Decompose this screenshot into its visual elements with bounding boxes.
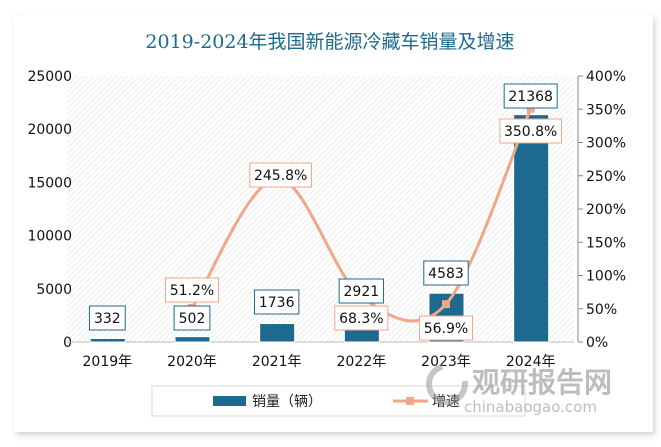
bar bbox=[513, 114, 550, 343]
x-axis-tick-label: 2019年 bbox=[83, 354, 133, 370]
bar-data-label-box bbox=[88, 305, 126, 331]
growth-data-label: 245.8% bbox=[254, 168, 307, 184]
bar bbox=[259, 323, 296, 343]
growth-data-label: 51.2% bbox=[170, 283, 214, 299]
watermark-url: chinabaogao.com bbox=[464, 398, 597, 416]
left-axis-tick-label: 25000 bbox=[27, 69, 72, 85]
growth-data-label-box bbox=[334, 305, 389, 331]
bar-data-label: 332 bbox=[94, 311, 121, 327]
right-axis-tick-label: 200% bbox=[586, 202, 626, 218]
bar-data-label: 502 bbox=[179, 311, 206, 327]
x-axis-tick-label: 2021年 bbox=[252, 354, 302, 370]
right-axis-tick-label: 150% bbox=[586, 235, 626, 251]
growth-data-label: 56.9% bbox=[424, 321, 468, 337]
right-axis-tick-label: 0% bbox=[586, 335, 608, 351]
bar-data-label: 21368 bbox=[508, 89, 553, 105]
left-axis-tick-label: 5000 bbox=[36, 282, 72, 298]
left-axis-tick-label: 20000 bbox=[27, 122, 72, 138]
growth-data-label-box bbox=[499, 118, 562, 144]
left-axis-tick-label: 15000 bbox=[27, 175, 72, 191]
x-axis-tick-label: 2022年 bbox=[337, 354, 387, 370]
bar-data-label: 4583 bbox=[428, 266, 464, 282]
plot-area bbox=[67, 76, 574, 342]
growth-data-label-box bbox=[165, 277, 219, 303]
x-axis-tick-label: 2020年 bbox=[167, 354, 217, 370]
growth-marker bbox=[442, 300, 450, 309]
bar-data-label: 1736 bbox=[259, 295, 295, 311]
right-axis-tick-label: 350% bbox=[586, 102, 626, 118]
legend-bar-swatch bbox=[213, 396, 246, 406]
growth-data-label: 350.8% bbox=[504, 124, 557, 140]
growth-data-label-box bbox=[419, 315, 473, 341]
legend-line-marker bbox=[406, 397, 414, 405]
watermark-brand: 观研报告网 bbox=[472, 366, 612, 399]
bar-data-label-box bbox=[423, 260, 469, 286]
x-axis-tick-label: 2023年 bbox=[421, 354, 471, 370]
x-axis-tick-label: 2024年 bbox=[506, 354, 556, 370]
right-axis-tick-label: 300% bbox=[586, 136, 626, 152]
legend-bar-label: 销量（辆） bbox=[252, 394, 322, 410]
bar-data-label: 2921 bbox=[344, 284, 380, 300]
bar bbox=[89, 337, 126, 343]
right-axis-tick-label: 50% bbox=[586, 302, 617, 318]
bar-data-label-box bbox=[173, 305, 211, 331]
bar-data-label-box bbox=[253, 289, 300, 315]
watermark-logo-icon bbox=[426, 363, 468, 405]
growth-marker bbox=[526, 104, 535, 113]
right-axis-tick-label: 100% bbox=[586, 269, 626, 285]
chart-title: 2019-2024年我国新能源冷藏车销量及增速 bbox=[145, 31, 514, 53]
left-axis-tick-label: 0 bbox=[63, 335, 72, 351]
left-axis-tick-label: 10000 bbox=[27, 229, 72, 245]
growth-data-label-box bbox=[249, 162, 312, 188]
growth-data-label: 68.3% bbox=[339, 311, 383, 327]
bar bbox=[174, 336, 211, 343]
watermark: 观研报告网 chinabaogao.com bbox=[426, 363, 612, 416]
bar-data-label-box bbox=[338, 278, 385, 304]
right-axis-tick-label: 250% bbox=[586, 169, 626, 185]
bar-data-label-box bbox=[503, 83, 558, 109]
right-axis-tick-label: 400% bbox=[586, 69, 626, 85]
